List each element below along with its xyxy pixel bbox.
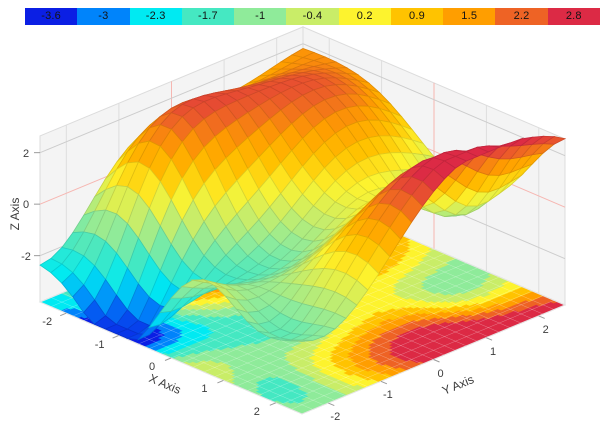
- legend-segment: -1: [234, 8, 287, 25]
- legend-segment-label: 1.5: [461, 10, 478, 22]
- legend-segment: 2.8: [547, 8, 600, 25]
- legend-segment: 0.2: [338, 8, 391, 25]
- legend-segment-label: -1.7: [198, 10, 218, 22]
- legend-segment-label: 2.8: [565, 10, 582, 22]
- legend-segment-label: -3: [98, 10, 109, 22]
- legend-segment-label: 0.9: [409, 10, 425, 22]
- legend-segment-label: -2.3: [145, 10, 166, 22]
- legend-segment-label: -3.6: [41, 10, 62, 22]
- legend-segment: -3.6: [25, 8, 78, 25]
- legend-segment: -0.4: [286, 8, 339, 25]
- legend-segment-label: -1: [255, 10, 266, 22]
- legend-segment: 1.5: [443, 8, 496, 25]
- legend-segment: 0.9: [390, 8, 444, 25]
- legend-segment-label: 2.2: [513, 10, 530, 22]
- legend-segment: -2.3: [129, 8, 182, 25]
- colorbar-legend: -3.6 -3 -2.3 -1.7 -1 -0.4 0.2 0.9 1.5 2.2 2.8: [25, 8, 600, 25]
- legend-segment: 2.2: [495, 8, 548, 25]
- legend-segment-label: -0.4: [302, 10, 323, 22]
- legend-segment-label: 0.2: [356, 10, 373, 22]
- legend-segment: -1.7: [181, 8, 235, 25]
- legend-segment: -3: [77, 8, 130, 25]
